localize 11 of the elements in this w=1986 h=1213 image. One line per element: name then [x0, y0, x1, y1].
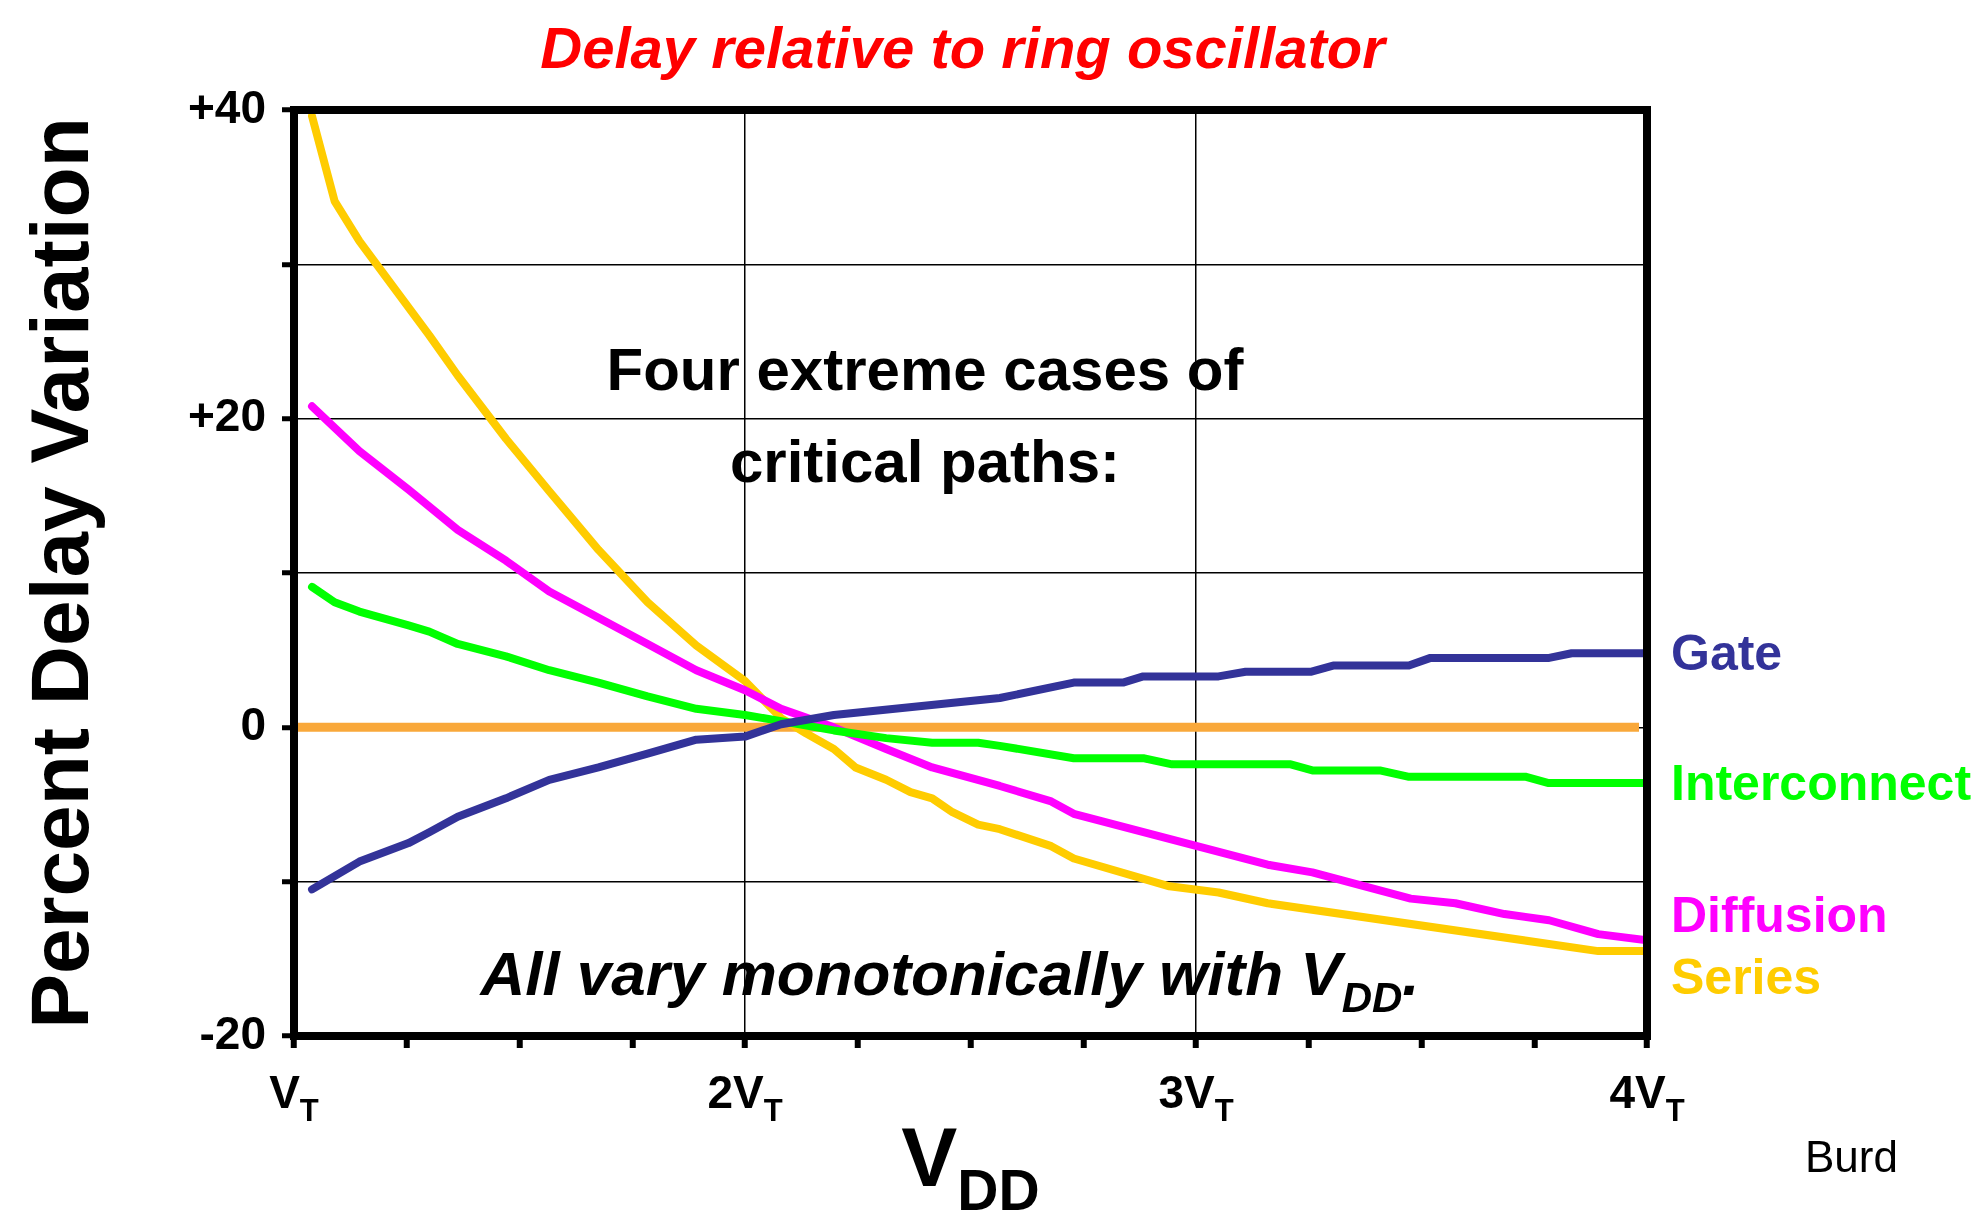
- text: Burd: [1805, 1132, 1898, 1181]
- y-axis-title: Percent Delay Variation: [14, 117, 105, 1029]
- y-tick-label: 0: [240, 698, 266, 751]
- y-tick-label: +40: [187, 80, 266, 133]
- y-tick-label: +20: [187, 389, 266, 442]
- series-label: Interconnect: [1671, 754, 1972, 811]
- y-tick-label: -20: [199, 1006, 266, 1059]
- series-label: Gate: [1671, 625, 1783, 682]
- chart-title: Delay relative to ring oscillator: [540, 15, 1389, 80]
- series-label: Diffusion: [1671, 886, 1888, 943]
- series-label: Series: [1671, 948, 1822, 1005]
